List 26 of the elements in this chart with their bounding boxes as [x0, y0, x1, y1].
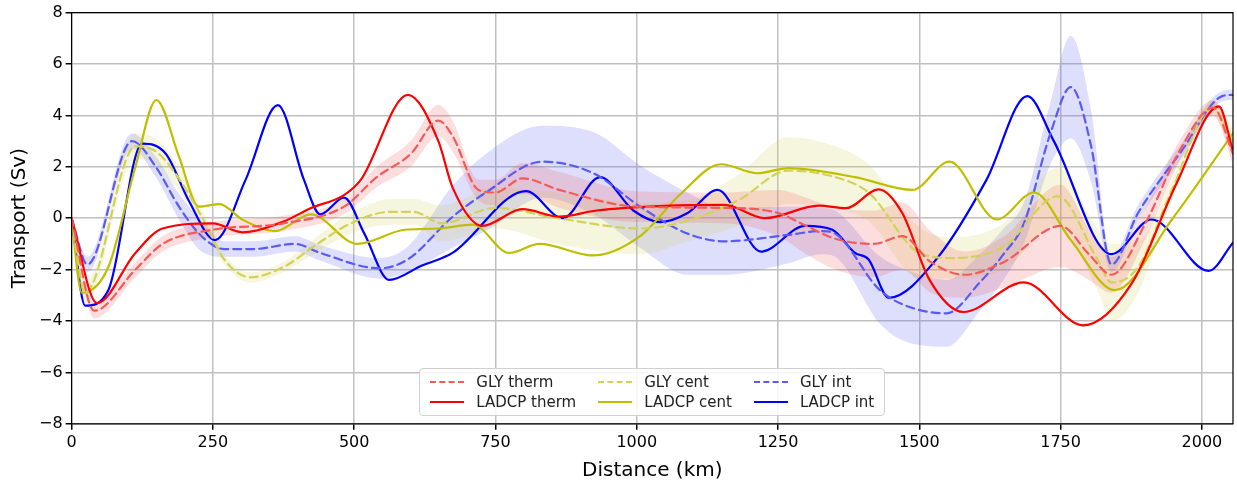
x-tick-label: 0	[66, 431, 77, 451]
y-tick-label: −2	[38, 258, 63, 278]
x-tick-label: 1500	[898, 431, 940, 451]
y-tick-label: 8	[52, 1, 63, 21]
y-tick-label: 6	[52, 53, 63, 73]
legend-label: LADCP therm	[476, 392, 577, 411]
legend-label: GLY cent	[644, 372, 710, 391]
x-tick-label: 250	[197, 431, 229, 451]
y-tick-label: −6	[38, 361, 63, 381]
y-tick-label: 2	[52, 155, 63, 175]
y-tick-label: 4	[52, 104, 63, 124]
y-tick-label: 0	[52, 207, 63, 227]
x-tick-label: 500	[338, 431, 370, 451]
x-axis-title: Distance (km)	[582, 457, 723, 482]
legend-label: LADCP int	[799, 392, 875, 411]
y-tick-label: −8	[38, 412, 63, 432]
y-tick-label: −4	[38, 310, 63, 330]
legend-label: LADCP cent	[644, 392, 732, 411]
x-tick-label: 1250	[757, 431, 799, 451]
x-tick-label: 1000	[616, 431, 658, 451]
legend-label: GLY therm	[476, 372, 554, 391]
x-tick-label: 1750	[1040, 431, 1081, 451]
x-tick-label: 2000	[1181, 431, 1223, 451]
legend-label: GLY int	[799, 372, 852, 391]
x-tick-label: 750	[480, 431, 511, 451]
y-axis-title: Transport (Sv)	[6, 148, 31, 290]
